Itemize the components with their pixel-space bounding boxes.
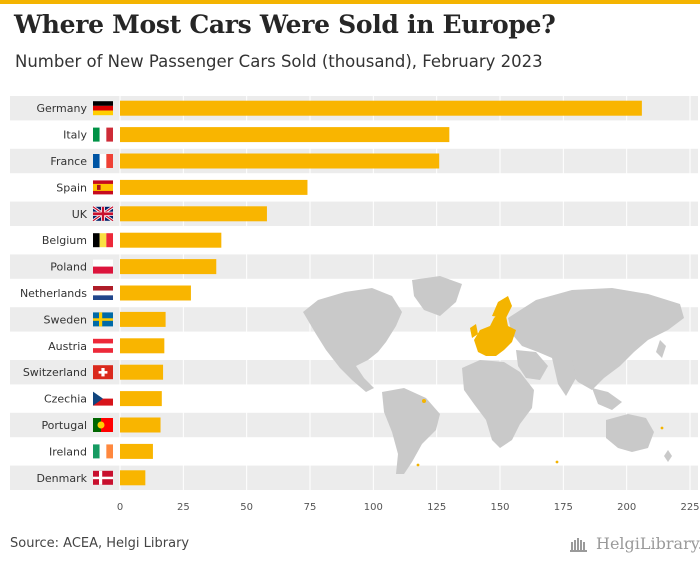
- x-tick-label: 175: [554, 502, 573, 513]
- bar-belgium: [120, 232, 222, 248]
- row-band: [10, 254, 698, 279]
- bar-denmark: [120, 470, 146, 486]
- belgium-flag-icon: [93, 233, 113, 248]
- category-label: Italy: [63, 129, 87, 142]
- spain-flag-icon: [93, 180, 113, 195]
- category-label: Denmark: [36, 472, 87, 485]
- category-label: Germany: [36, 102, 87, 115]
- x-tick-label: 75: [304, 502, 317, 513]
- map-india: [552, 358, 576, 396]
- source-note: Source: ACEA, Helgi Library: [10, 536, 190, 551]
- bar-spain: [120, 179, 308, 195]
- x-tick-label: 25: [177, 502, 190, 513]
- map-north-america: [303, 288, 402, 392]
- poland-flag-icon: [93, 259, 113, 274]
- sweden-flag-icon: [93, 312, 113, 327]
- category-label: France: [50, 155, 87, 168]
- bar-italy: [120, 127, 450, 143]
- germany-flag-icon: [93, 101, 113, 116]
- x-tick-label: 0: [117, 502, 123, 513]
- map-dot: [660, 426, 664, 430]
- map-asia: [508, 288, 684, 390]
- category-label: Portugal: [41, 419, 87, 432]
- portugal-flag-icon: [93, 418, 113, 432]
- map-dot: [555, 460, 559, 464]
- category-label: Netherlands: [20, 287, 87, 300]
- italy-flag-icon: [93, 127, 113, 142]
- x-tick-label: 50: [240, 502, 253, 513]
- row-band: [10, 201, 698, 226]
- bar-czechia: [120, 391, 162, 407]
- helgi-library-logo: HelgiLibrary.: [570, 534, 700, 553]
- map-japan: [656, 340, 666, 358]
- top-accent-bar: [0, 0, 700, 4]
- map-british-isles: [470, 324, 478, 338]
- map-australia: [606, 414, 654, 452]
- world-map: [303, 276, 684, 474]
- library-logo-icon: [570, 537, 587, 552]
- map-scandinavia: [492, 296, 512, 318]
- bar-poland: [120, 259, 217, 275]
- category-label: Poland: [50, 261, 87, 274]
- x-tick-label: 225: [680, 502, 699, 513]
- bar-ireland: [120, 443, 153, 459]
- category-label: Czechia: [44, 393, 87, 406]
- category-label: UK: [72, 208, 88, 221]
- row-band: [10, 412, 698, 438]
- bar-netherlands: [120, 285, 191, 301]
- x-tick-label: 125: [427, 502, 446, 513]
- ireland-flag-icon: [93, 444, 113, 459]
- bar-france: [120, 153, 440, 169]
- austria-flag-icon: [93, 338, 113, 353]
- map-south-america: [382, 388, 440, 474]
- category-label: Belgium: [42, 234, 87, 247]
- map-dot: [416, 463, 420, 467]
- x-tick-label: 150: [490, 502, 509, 513]
- x-tick-label: 100: [364, 502, 383, 513]
- france-flag-icon: [93, 154, 113, 168]
- map-greenland: [412, 276, 462, 316]
- bar-switzerland: [120, 364, 164, 380]
- bar-germany: [120, 100, 642, 116]
- denmark-flag-icon: [93, 470, 113, 485]
- row-band: [10, 465, 698, 490]
- map-africa: [462, 360, 534, 448]
- switzerland-flag-icon: [93, 365, 113, 380]
- map-new-zealand: [664, 450, 672, 462]
- category-label: Switzerland: [23, 366, 87, 379]
- bar-sweden: [120, 311, 166, 327]
- category-label: Spain: [56, 181, 87, 194]
- map-middle-east: [516, 350, 548, 380]
- bar-uk: [120, 206, 267, 222]
- chart-title: Where Most Cars Were Sold in Europe?: [14, 10, 556, 39]
- chart-subtitle: Number of New Passenger Cars Sold (thous…: [15, 52, 543, 71]
- czechia-flag-icon: [93, 391, 113, 406]
- category-label: Sweden: [44, 313, 87, 326]
- category-label: Austria: [48, 340, 87, 353]
- map-dot: [422, 399, 426, 403]
- uk-flag-icon: [92, 205, 114, 223]
- bar-austria: [120, 338, 165, 354]
- brand-text: HelgiLibrary.: [596, 534, 700, 553]
- category-label: Ireland: [49, 445, 87, 458]
- bar-portugal: [120, 417, 161, 433]
- x-tick-label: 200: [617, 502, 636, 513]
- netherlands-flag-icon: [93, 286, 113, 300]
- map-europe: [474, 312, 516, 356]
- map-southeast-asia: [592, 388, 622, 410]
